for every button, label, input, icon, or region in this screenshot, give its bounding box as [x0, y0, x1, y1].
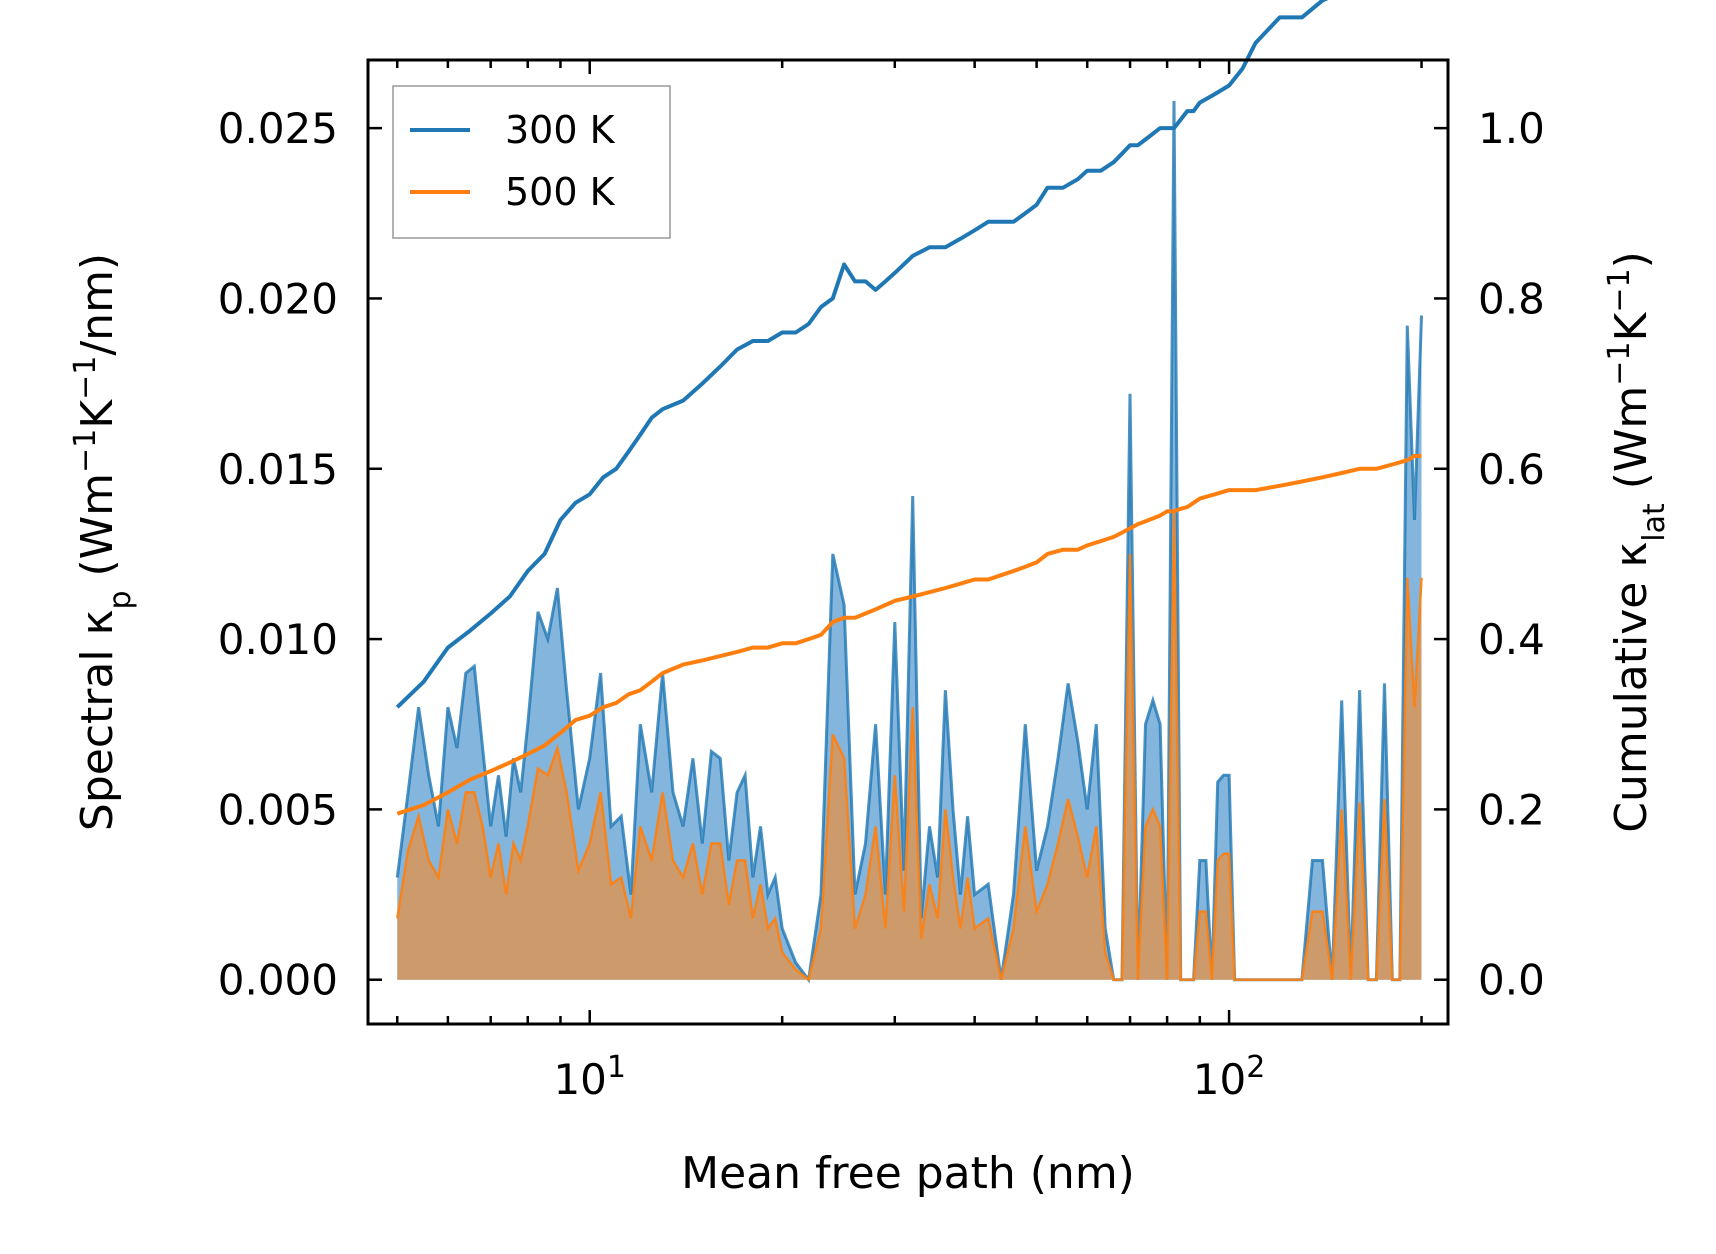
legend: 300 K 500 K — [392, 85, 671, 239]
left-y-tick-label: 0.010 — [218, 615, 338, 664]
right-y-axis-title: Cumulative κlat (Wm−1K−1) — [1602, 251, 1672, 833]
x-axis-title: Mean free path (nm) — [681, 1148, 1135, 1199]
right-y-tick-label: 0.4 — [1478, 615, 1545, 664]
right-y-tick-label: 0.6 — [1478, 445, 1545, 494]
right-y-tick-label: 0.8 — [1478, 274, 1545, 323]
x-tick-label: 102 — [1193, 1050, 1266, 1105]
x-axis-ticks: 101 102 — [396, 60, 1423, 1105]
right-y-axis-ticks: 0.0 0.2 0.4 0.6 0.8 1.0 — [1434, 104, 1545, 1005]
right-y-tick-label: 0.2 — [1478, 785, 1545, 834]
legend-label-300k: 300 K — [505, 108, 616, 152]
cumulative-line-300k — [395, 0, 1329, 709]
x-tick-label: 101 — [553, 1050, 626, 1105]
right-y-tick-label: 0.0 — [1478, 956, 1545, 1005]
right-y-tick-label: 1.0 — [1478, 104, 1545, 153]
legend-box — [392, 85, 671, 239]
left-y-tick-label: 0.025 — [218, 104, 338, 153]
axes-frame — [366, 58, 1450, 1026]
left-y-tick-label: 0.020 — [218, 274, 338, 323]
left-y-tick-label: 0.000 — [218, 956, 338, 1005]
left-y-tick-label: 0.015 — [218, 445, 338, 494]
legend-label-500k: 500 K — [505, 170, 616, 214]
left-y-axis-ticks: 0.000 0.005 0.010 0.015 0.020 0.025 — [218, 104, 382, 1005]
plot-area — [395, 0, 1423, 984]
left-y-tick-label: 0.005 — [218, 785, 338, 834]
left-y-axis-title: Spectral κp (Wm−1K−1/nm) — [68, 253, 138, 831]
spectral-line-500k — [396, 512, 1423, 982]
cumulative-line-500k — [396, 454, 1422, 816]
spectral-area-500k — [397, 513, 1422, 980]
